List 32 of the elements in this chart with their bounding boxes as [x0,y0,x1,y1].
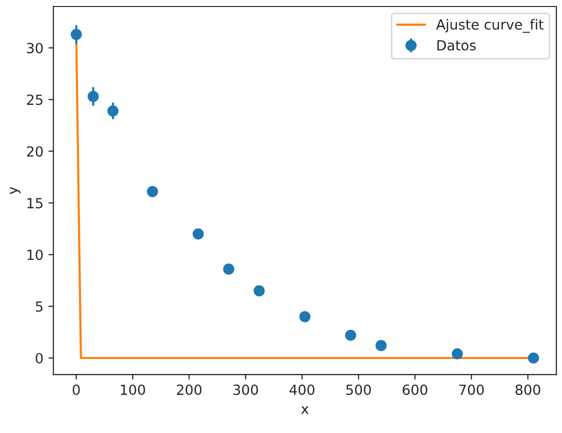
point [452,348,463,360]
y-tick-label: 15 [28,198,42,208]
y-tick-label: 0 [36,352,43,364]
point [146,186,158,198]
point [223,264,234,275]
point [299,311,310,322]
y-tick-label: 25 [27,94,42,106]
x-tick-label: 200 [176,384,202,396]
y-axis-title: y [10,186,20,194]
point [192,228,204,240]
legend-label: Ajuste curve_fit [436,18,544,33]
point [254,285,265,296]
x-tick-label: 300 [233,384,258,396]
y-tick-label: 30 [27,42,43,54]
point [376,340,387,352]
legend-label: Datos [437,40,476,51]
x-tick-label: 800 [516,384,540,396]
x-tick-label: 600 [402,384,428,396]
x-axis-title: x [301,406,309,414]
point [345,330,356,341]
point [107,105,119,116]
x-tick-label: 0 [72,384,80,396]
x-tick-label: 500 [346,384,371,396]
y-tick-label: 20 [27,146,43,157]
x-tick-label: 400 [289,384,314,396]
point [88,90,99,102]
x-tick-label: 100 [120,384,146,396]
x-tick-label: 700 [459,384,484,396]
point [70,28,82,40]
y-tick-label: 10 [28,250,43,260]
point [528,352,540,364]
y-tick-label: 5 [36,301,42,312]
